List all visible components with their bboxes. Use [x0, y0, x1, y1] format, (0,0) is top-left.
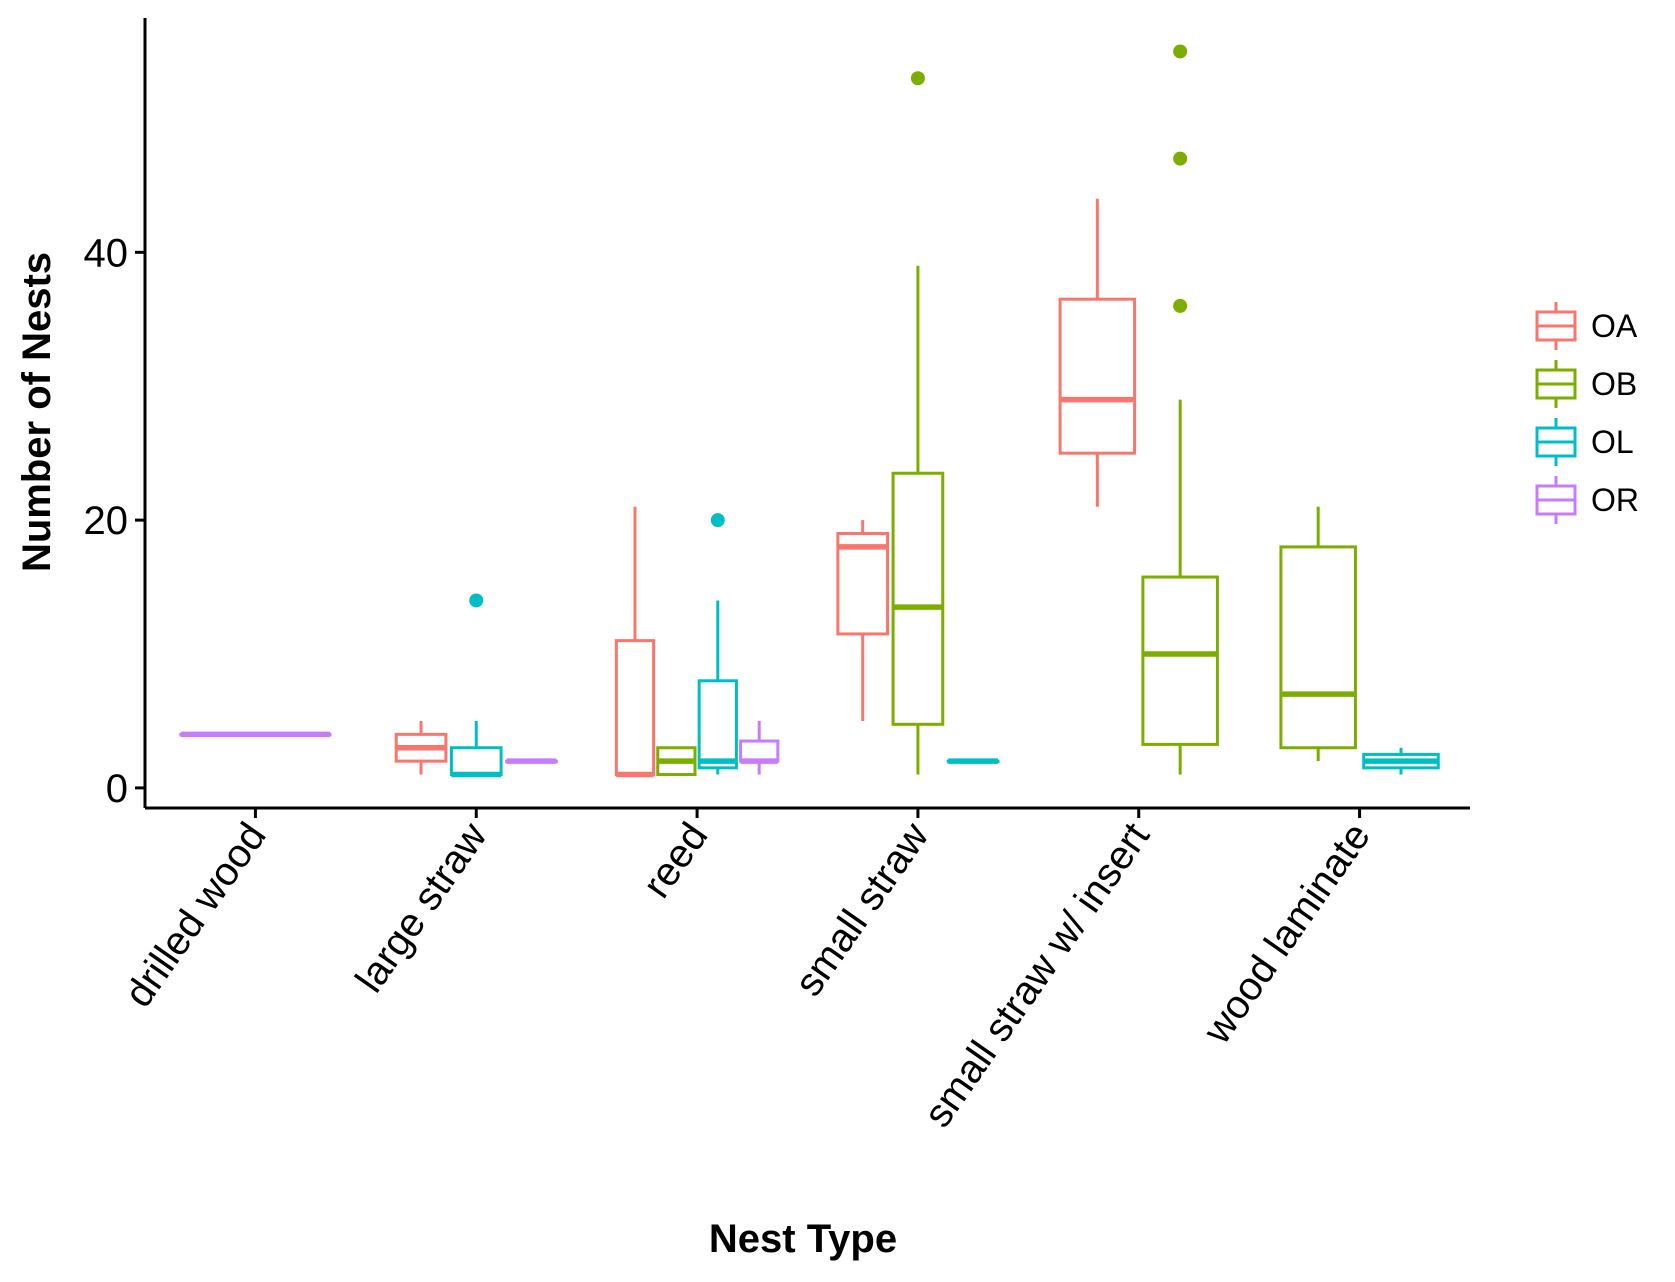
- box-reed-ob: [656, 746, 697, 777]
- box-small-straw-w-insert-oa: [1058, 198, 1137, 507]
- outlier-point: [710, 513, 725, 528]
- box-body: [891, 471, 945, 726]
- legend-label: OA: [1591, 308, 1638, 344]
- box-body: [697, 679, 738, 770]
- box-large-straw-ol: [449, 593, 503, 778]
- box-small-straw-ol: [946, 758, 1000, 764]
- box-wood-laminate-ol: [1362, 747, 1440, 775]
- y-tick-label: 20: [84, 499, 129, 543]
- outlier-point: [469, 593, 484, 608]
- outlier-point: [1173, 44, 1188, 59]
- plot-area: [179, 44, 1440, 778]
- box-large-straw-oa: [394, 720, 448, 775]
- y-tick-label: 40: [84, 231, 129, 275]
- outlier-point: [910, 71, 925, 86]
- outlier-point: [1173, 151, 1188, 166]
- legend-label: OR: [1591, 482, 1639, 518]
- box-wood-laminate-ob: [1279, 506, 1357, 762]
- legend-item-ol: OL: [1535, 418, 1634, 466]
- box-small-straw-oa: [836, 520, 890, 721]
- box-small-straw-ob: [891, 71, 945, 775]
- y-axis-title: Number of Nests: [15, 252, 59, 572]
- legend-item-oa: OA: [1535, 302, 1638, 350]
- y-tick-label: 0: [106, 767, 128, 811]
- box-small-straw-w-insert-ob: [1141, 44, 1219, 775]
- legend-label: OB: [1591, 366, 1637, 402]
- box-reed-ol: [697, 513, 738, 775]
- box-reed-or: [739, 720, 780, 775]
- legend-item-or: OR: [1535, 476, 1639, 524]
- box-large-straw-or: [505, 758, 558, 764]
- box-reed-oa: [614, 506, 656, 778]
- box-body: [1279, 545, 1357, 750]
- x-axis-title: Nest Type: [709, 1217, 897, 1261]
- box-body: [1058, 297, 1137, 455]
- box-drilled-wood-or: [179, 731, 332, 738]
- legend: OA OB OL OR: [1535, 302, 1639, 524]
- box-body: [836, 532, 890, 636]
- box-body: [1141, 575, 1219, 746]
- box-body: [739, 739, 780, 763]
- box-body: [614, 639, 656, 777]
- legend-item-ob: OB: [1535, 360, 1637, 408]
- outlier-point: [1173, 298, 1188, 313]
- legend-label: OL: [1591, 424, 1634, 460]
- box-body: [449, 746, 503, 777]
